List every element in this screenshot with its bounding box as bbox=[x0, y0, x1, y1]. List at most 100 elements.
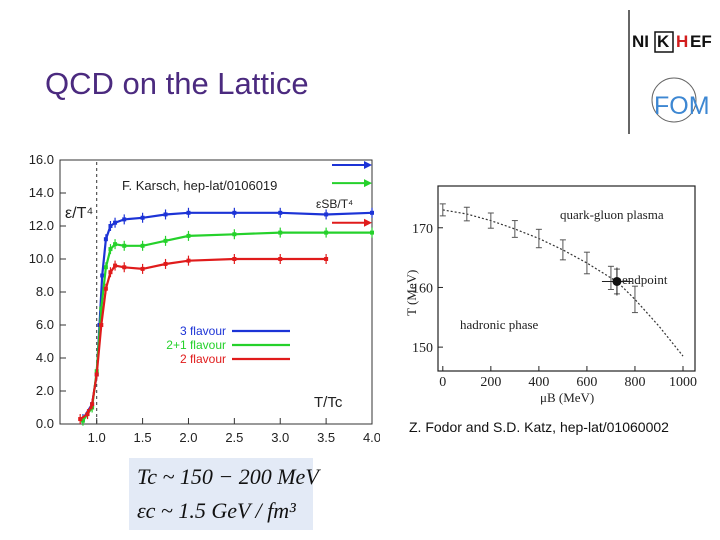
chart1-ytick-label: 8.0 bbox=[36, 284, 54, 299]
chart2-xtick-label: 400 bbox=[528, 375, 549, 390]
chart2-ytick-label: 170 bbox=[412, 222, 433, 237]
chart2-ylabel: T (MeV) bbox=[404, 270, 419, 316]
chart2-transition-line bbox=[442, 209, 684, 357]
chart1-legend-label: 2 flavour bbox=[180, 352, 226, 366]
svg-text:NI: NI bbox=[632, 32, 649, 51]
chart1-data-point bbox=[108, 224, 113, 228]
chart1-sb-arrowhead bbox=[364, 218, 372, 227]
chart1-data-point bbox=[99, 306, 104, 311]
nikhef-fom-logo: NI K H EF FOM bbox=[628, 10, 712, 134]
chart1-data-point bbox=[140, 215, 145, 220]
chart2-xtick-label: 800 bbox=[624, 375, 645, 390]
chart2-frame bbox=[437, 185, 696, 372]
chart2-endpoint-label: endpoint bbox=[622, 272, 668, 287]
chart2-xtick-label: 200 bbox=[480, 375, 501, 390]
chart1-xtick-label: 2.5 bbox=[225, 430, 243, 445]
chart1-data-point bbox=[103, 265, 108, 270]
chart1-data-point bbox=[100, 273, 105, 278]
chart1-xtick-label: 2.0 bbox=[179, 430, 197, 445]
chart1-ytick-label: 14.0 bbox=[29, 185, 54, 200]
chart2-endpoint-marker bbox=[612, 276, 622, 286]
chart2-caption: Z. Fodor and S.D. Katz, hep-lat/01060002 bbox=[409, 419, 669, 435]
chart1-ylabel: ε/T⁴ bbox=[65, 205, 93, 222]
chart1-xtick-label: 1.5 bbox=[134, 430, 152, 445]
chart1-data-point bbox=[122, 243, 127, 248]
chart1-data-point bbox=[232, 257, 237, 261]
chart1-sb-arrowhead bbox=[364, 160, 372, 169]
chart1-data-point bbox=[324, 257, 329, 261]
chart1-data-point bbox=[232, 210, 237, 215]
chart2-ytick-label: 150 bbox=[412, 341, 433, 356]
chart1-xtick-label: 1.0 bbox=[88, 430, 106, 445]
chart1-data-point bbox=[80, 418, 85, 423]
chart1-data-point bbox=[324, 212, 329, 217]
formula-epsilon: εc ~ 1.5 GeV / fm³ bbox=[137, 498, 296, 523]
chart2-xlabel: μB (MeV) bbox=[540, 390, 594, 405]
chart1-data-point bbox=[163, 261, 168, 266]
chart1-data-point bbox=[78, 417, 83, 422]
chart1-ytick-label: 2.0 bbox=[36, 383, 54, 398]
chart1-ytick-label: 10.0 bbox=[29, 251, 54, 266]
chart1-data-point bbox=[85, 412, 90, 417]
chart1-data-point bbox=[122, 217, 127, 222]
chart1-xtick-label: 4.0 bbox=[363, 430, 380, 445]
chart2-xtick-label: 0 bbox=[439, 375, 446, 390]
formula-box: Tc ~ 150 − 200 MeV εc ~ 1.5 GeV / fm³ bbox=[129, 458, 319, 530]
chart1-sb-label: εSB/T⁴ bbox=[316, 197, 353, 211]
chart2-xtick-label: 600 bbox=[576, 375, 597, 390]
chart1-data-point bbox=[163, 212, 168, 217]
chart2-plot-area: 150 160 170 0 200 400 600 800 1000 bbox=[412, 185, 697, 390]
chart1-ytick-label: 0.0 bbox=[36, 416, 54, 431]
logo-ni: NI bbox=[632, 32, 649, 51]
chart1-data-point bbox=[113, 220, 118, 225]
chart1-data-point bbox=[140, 243, 145, 248]
chart1-data-point bbox=[140, 266, 145, 271]
chart1-data-point bbox=[324, 230, 329, 235]
phase-diagram-chart: 150 160 170 0 200 400 600 800 1000 quark-gluon p… bbox=[400, 176, 700, 410]
chart1-data-point bbox=[186, 258, 191, 263]
chart1-xtick-label: 3.5 bbox=[317, 430, 335, 445]
chart2-region-qgp: quark-gluon plasma bbox=[560, 207, 664, 222]
chart1-data-point bbox=[278, 210, 283, 215]
chart1-sb-arrowhead bbox=[364, 179, 372, 188]
chart1-data-point bbox=[99, 323, 104, 327]
chart1-ytick-label: 6.0 bbox=[36, 317, 54, 332]
chart2-ytick-label: 160 bbox=[412, 281, 433, 296]
chart1-data-point bbox=[186, 233, 191, 238]
formula-tc: Tc ~ 150 − 200 MeV bbox=[137, 464, 319, 489]
chart1-data-point bbox=[113, 242, 118, 247]
logo-k: K bbox=[657, 32, 670, 51]
chart1-plot-area: 0.0 2.0 4.0 6.0 8.0 10.0 12.0 14.0 16.0 1.0 1.5 2.0… bbox=[29, 152, 380, 445]
chart1-caption: F. Karsch, hep-lat/0106019 bbox=[122, 178, 277, 193]
chart1-xlabel: T/Tc bbox=[314, 394, 343, 411]
chart1-data-point bbox=[186, 210, 191, 215]
chart1-data-point bbox=[108, 247, 113, 252]
chart1-legend-label: 3 flavour bbox=[180, 324, 226, 338]
page-title: QCD on the Lattice bbox=[45, 66, 309, 101]
chart2-region-hadronic: hadronic phase bbox=[460, 317, 539, 332]
chart1-xtick-label: 3.0 bbox=[271, 430, 289, 445]
logo-fom: FOM bbox=[654, 92, 710, 120]
chart1-data-point bbox=[94, 372, 99, 377]
chart1-data-point bbox=[122, 265, 127, 270]
chart1-data-point bbox=[278, 257, 283, 261]
logo-ef: EF bbox=[690, 32, 712, 51]
chart1-data-point bbox=[90, 402, 95, 407]
energy-density-chart: 0.0 2.0 4.0 6.0 8.0 10.0 12.0 14.0 16.0 1.0 1.5 2.0… bbox=[0, 150, 380, 450]
chart1-data-point bbox=[113, 263, 118, 268]
chart1-data-point bbox=[370, 230, 374, 235]
chart1-data-point bbox=[103, 286, 108, 291]
chart1-data-point bbox=[108, 270, 113, 275]
chart1-ytick-label: 4.0 bbox=[36, 350, 54, 365]
chart1-data-point bbox=[370, 210, 374, 215]
chart1-data-point bbox=[278, 230, 283, 235]
chart1-legend-label: 2+1 flavour bbox=[166, 338, 226, 352]
logo-h: H bbox=[676, 32, 688, 51]
chart1-data-point bbox=[232, 232, 237, 237]
chart2-xtick-label: 1000 bbox=[669, 375, 697, 390]
chart1-ytick-label: 12.0 bbox=[29, 218, 54, 233]
chart1-data-point bbox=[103, 237, 108, 242]
chart1-data-point bbox=[163, 238, 168, 243]
chart1-ytick-label: 16.0 bbox=[29, 152, 54, 167]
